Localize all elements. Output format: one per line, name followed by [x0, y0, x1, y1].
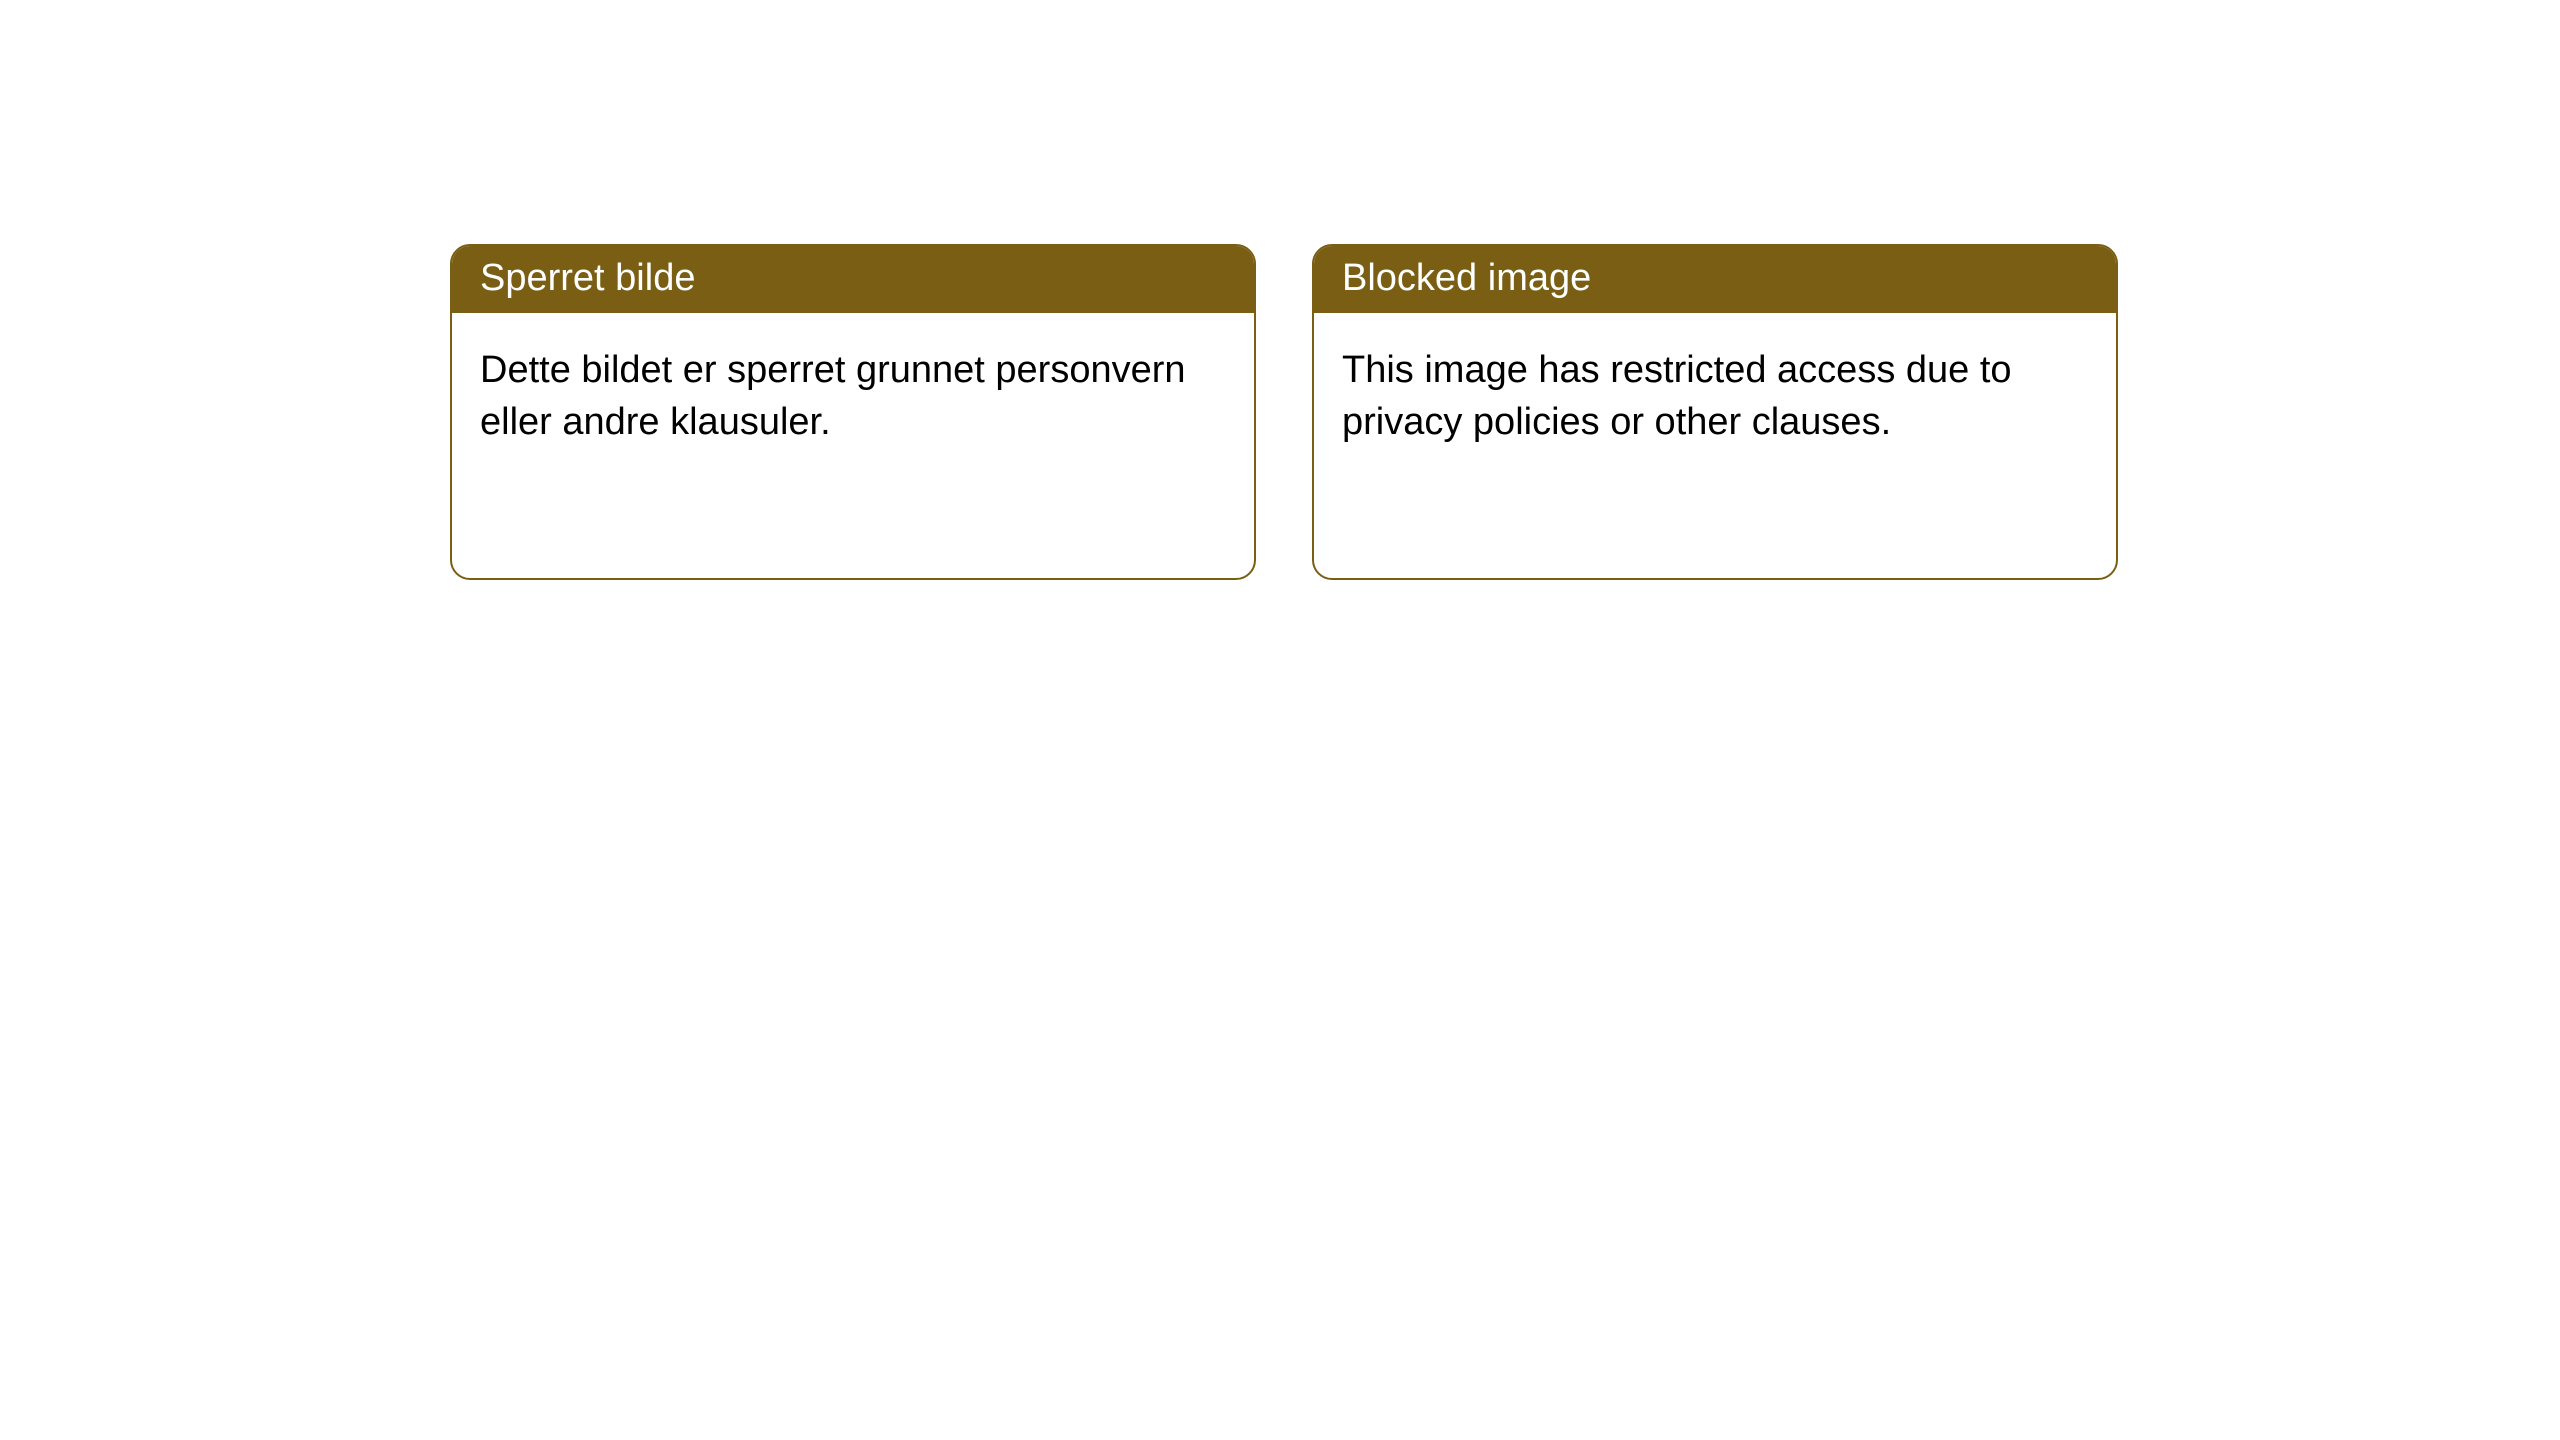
notice-container: Sperret bilde Dette bildet er sperret gr…	[0, 0, 2560, 580]
notice-body: Dette bildet er sperret grunnet personve…	[452, 313, 1254, 468]
notice-title: Blocked image	[1314, 246, 2116, 313]
blocked-image-notice-no: Sperret bilde Dette bildet er sperret gr…	[450, 244, 1256, 580]
notice-title: Sperret bilde	[452, 246, 1254, 313]
blocked-image-notice-en: Blocked image This image has restricted …	[1312, 244, 2118, 580]
notice-body: This image has restricted access due to …	[1314, 313, 2116, 468]
